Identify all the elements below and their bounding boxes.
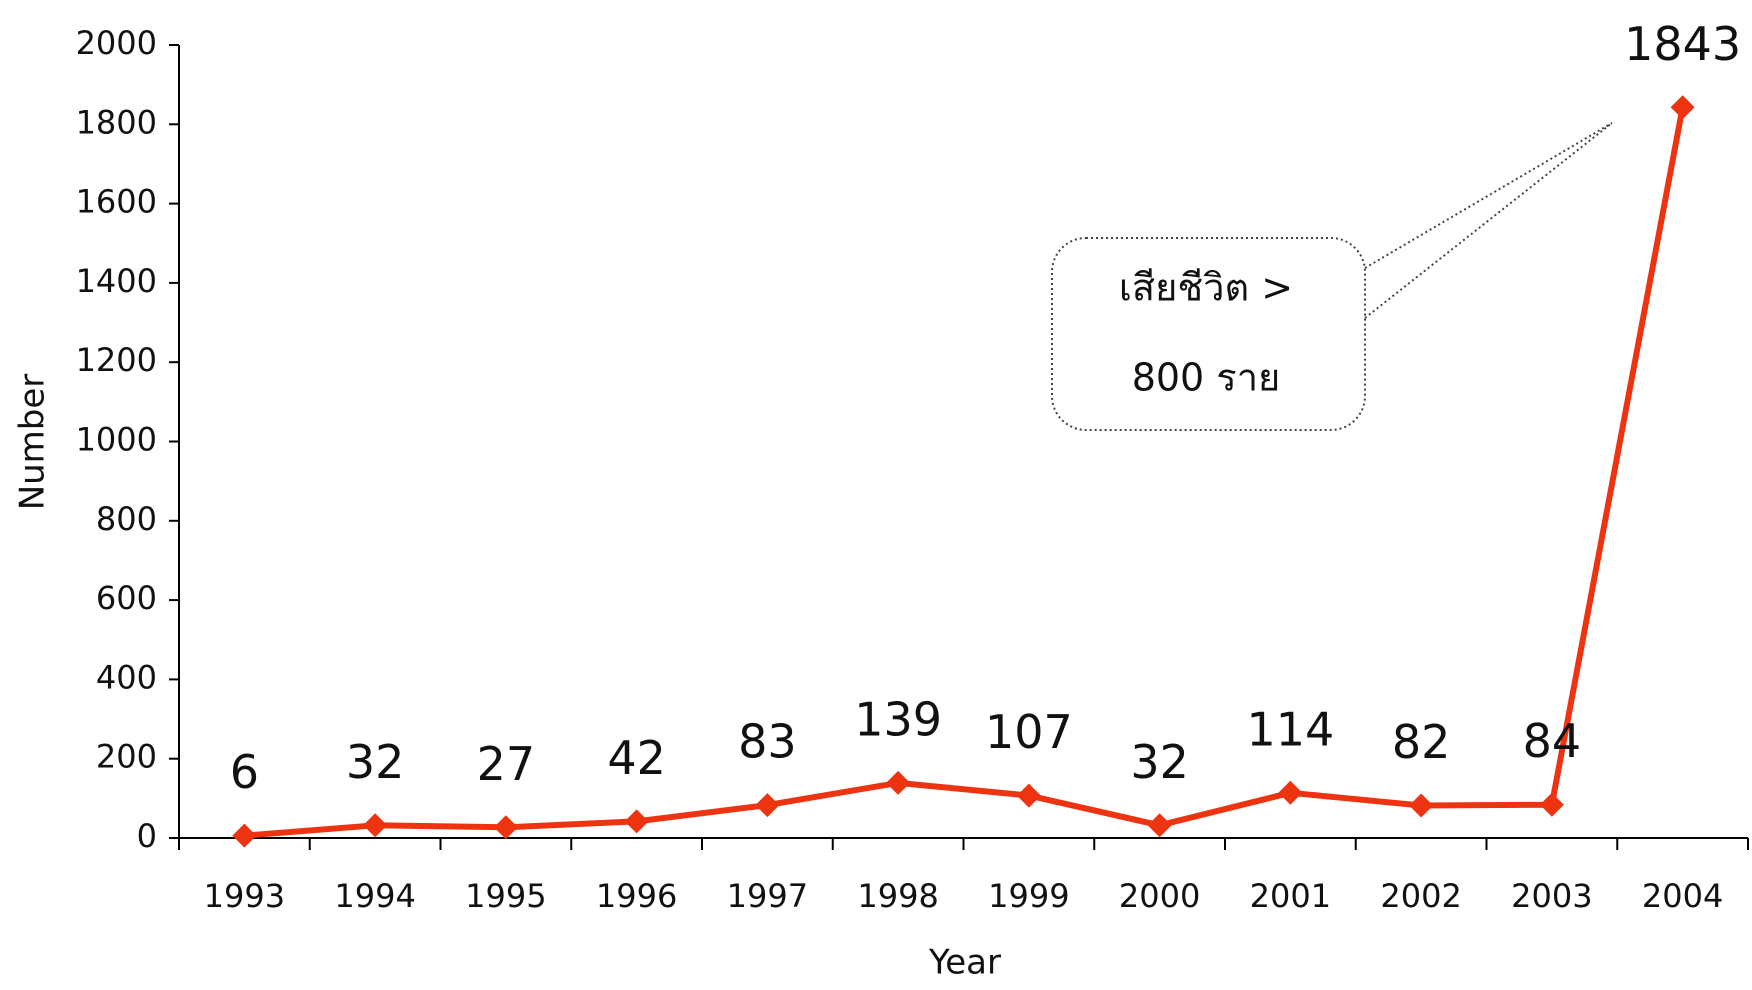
- data-point: [1147, 813, 1172, 838]
- x-tick-label: 2004: [1642, 877, 1723, 915]
- x-tick-label: 1994: [334, 877, 415, 915]
- x-axis-title: Year: [928, 943, 1001, 983]
- data-label: 1843: [1624, 17, 1741, 71]
- y-tick-label: 200: [96, 738, 157, 776]
- data-point: [232, 823, 257, 848]
- y-tick-label: 0: [137, 817, 157, 855]
- x-tick-label: 1995: [465, 877, 546, 915]
- y-tick-label: 2000: [76, 24, 157, 62]
- y-tick-label: 1400: [76, 262, 157, 300]
- y-tick-label: 800: [96, 500, 157, 538]
- y-tick-label: 1000: [76, 421, 157, 459]
- data-label: 27: [477, 737, 536, 791]
- y-tick-label: 1800: [76, 103, 157, 141]
- x-tick-label: 1996: [596, 877, 677, 915]
- data-point: [1278, 780, 1303, 805]
- data-label: 139: [854, 692, 942, 746]
- callout-box: [1051, 237, 1366, 431]
- y-tick-label: 1200: [76, 341, 157, 379]
- data-label: 32: [346, 735, 405, 789]
- y-tick-label: 400: [96, 658, 157, 696]
- data-point: [363, 813, 388, 838]
- callout: เสียชีวิต > 800 ราย: [1051, 122, 1613, 431]
- data-point: [624, 809, 649, 834]
- data-label: 107: [985, 705, 1073, 759]
- callout-pointer: [1364, 122, 1613, 319]
- data-point: [755, 793, 780, 818]
- y-axis-title: Number: [13, 374, 53, 511]
- x-tick-label: 2001: [1250, 877, 1331, 915]
- x-tick-label: 2000: [1119, 877, 1200, 915]
- x-tick-label: 1999: [988, 877, 1069, 915]
- data-label: 83: [738, 715, 797, 769]
- x-tick-label: 1997: [727, 877, 808, 915]
- data-point: [1016, 783, 1041, 808]
- callout-text: 800 ราย: [1132, 356, 1281, 400]
- data-point: [493, 815, 518, 840]
- y-tick-label: 600: [96, 579, 157, 617]
- callout-pointer: [1364, 122, 1613, 269]
- x-tick-label: 1993: [204, 877, 285, 915]
- data-label: 6: [230, 745, 259, 799]
- x-tick-label: 2003: [1511, 877, 1592, 915]
- x-tick-label: 1998: [857, 877, 938, 915]
- callout-text: เสียชีวิต >: [1119, 266, 1293, 310]
- y-tick-label: 1600: [76, 183, 157, 221]
- data-label: 82: [1392, 715, 1451, 769]
- data-label: 84: [1523, 714, 1582, 768]
- data-line: [244, 106, 1686, 839]
- data-label: 42: [607, 731, 666, 785]
- x-tick-label: 2002: [1380, 877, 1461, 915]
- data-point: [1409, 793, 1434, 818]
- data-point: [1670, 95, 1695, 120]
- data-point: [886, 770, 911, 795]
- data-label: 114: [1246, 702, 1334, 756]
- data-label: 32: [1130, 735, 1189, 789]
- data-point: [1539, 792, 1564, 817]
